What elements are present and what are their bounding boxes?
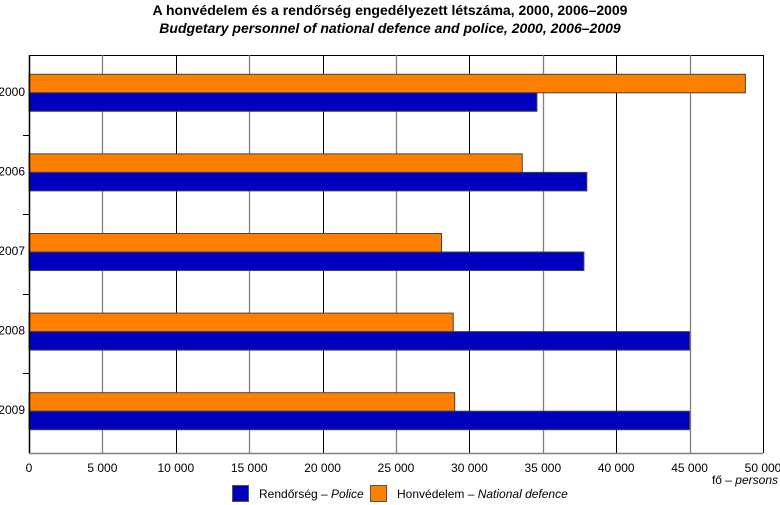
- y-tick-label: 2007: [0, 244, 25, 258]
- x-tick-label: 5 000: [87, 461, 117, 475]
- bar-police-2009: [28, 410, 691, 431]
- x-tick-label: 45 000: [671, 461, 708, 475]
- legend-swatch-national-defence: [370, 485, 387, 502]
- x-tick-label: 10 000: [157, 461, 194, 475]
- x-axis-unit-label: fő – persons: [712, 473, 778, 487]
- legend-label-national-defence: Honvédelem – National defence: [397, 486, 568, 501]
- y-tick-label: 2000: [0, 85, 25, 99]
- x-tick-label: 50 000: [745, 461, 780, 475]
- bar-national-defence-2007: [28, 233, 443, 253]
- legend-item-police: Rendőrség – Police: [232, 485, 364, 502]
- chart-subtitle: Budgetary personnel of national defence …: [159, 20, 621, 36]
- y-tick-label: 2006: [0, 164, 25, 178]
- legend-item-national-defence: Honvédelem – National defence: [370, 485, 568, 502]
- bar-police-2007: [28, 251, 585, 271]
- x-tick-label: 40 000: [598, 461, 635, 475]
- x-tick-label: 30 000: [451, 461, 488, 475]
- bar-police-2006: [28, 171, 588, 192]
- legend-label-police: Rendőrség – Police: [259, 486, 364, 501]
- legend-swatch-police: [232, 485, 249, 502]
- y-tick-label: 2009: [0, 403, 25, 417]
- bar-police-2000: [28, 92, 538, 112]
- bar-national-defence-2009: [28, 392, 456, 412]
- bar-national-defence-2006: [28, 153, 523, 173]
- x-tick-label: 35 000: [524, 461, 561, 475]
- bar-police-2008: [28, 331, 691, 351]
- x-tick-label: 0: [26, 461, 33, 475]
- x-tick-label: 20 000: [304, 461, 341, 475]
- bar-national-defence-2000: [28, 73, 746, 94]
- chart-title: A honvédelem és a rendőrség engedélyezet…: [152, 2, 628, 18]
- x-axis-unit-plain: fő –: [711, 473, 736, 487]
- bar-national-defence-2008: [28, 312, 454, 333]
- x-tick-label: 15 000: [231, 461, 268, 475]
- x-tick-label: 25 000: [378, 461, 415, 475]
- y-tick-label: 2008: [0, 324, 25, 338]
- x-axis-unit-italic: persons: [735, 473, 778, 487]
